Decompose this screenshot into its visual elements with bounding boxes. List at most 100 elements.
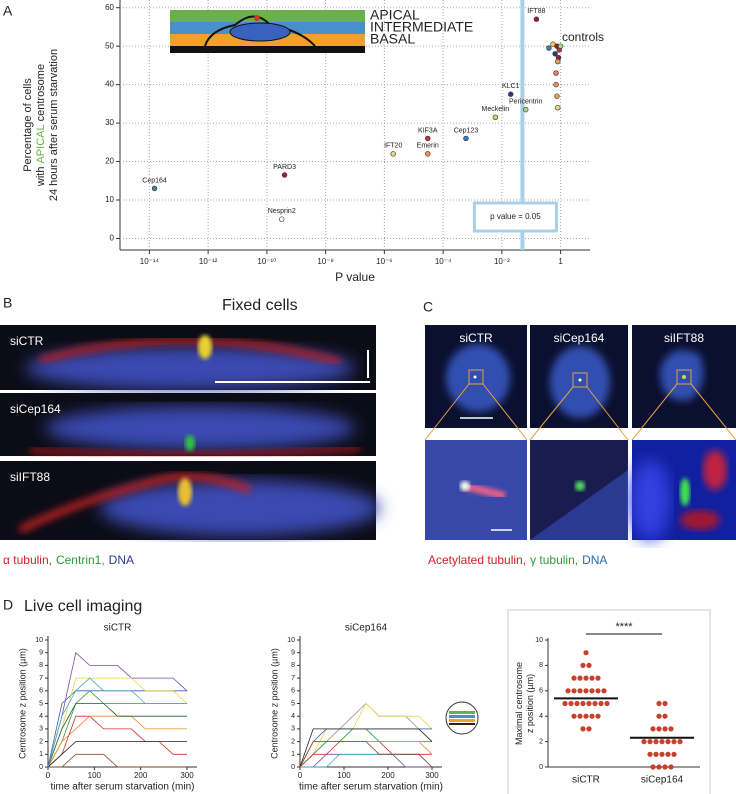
x-tick-label: 200 — [381, 771, 395, 780]
legend-text: Centrin1, — [56, 553, 105, 567]
y-tick-label: 4 — [39, 713, 43, 720]
dot — [647, 739, 653, 745]
legend-text: γ tubulin, — [530, 553, 578, 567]
centrosome — [254, 15, 260, 21]
dot — [601, 688, 607, 694]
y-tick-label: 5 — [291, 700, 295, 707]
point — [463, 135, 469, 142]
dot — [571, 688, 577, 694]
panel-title: Fixed cells — [222, 297, 298, 314]
dot — [595, 675, 601, 681]
controls-label: controls — [562, 30, 604, 44]
dot — [665, 751, 671, 757]
dot — [574, 700, 580, 707]
y-axis-label: Percentage of cellswith APICAL centrosome2… — [22, 49, 60, 201]
series-line — [47, 677, 188, 768]
y-tick-label: 2 — [39, 738, 43, 745]
dot — [580, 700, 586, 707]
dot — [653, 739, 659, 745]
legend-text: DNA — [582, 553, 607, 567]
point — [492, 114, 499, 121]
dot — [580, 726, 586, 732]
y-tick-label: 2 — [539, 738, 543, 745]
y-tick-label: 60 — [105, 3, 114, 12]
point-label: Meckelin — [482, 106, 510, 113]
zone-label: BASAL — [370, 31, 415, 47]
dot — [586, 726, 592, 732]
frame — [507, 609, 711, 794]
dot — [656, 713, 662, 719]
dot — [568, 700, 574, 707]
dot — [583, 650, 589, 656]
y-tick-label: 1 — [39, 751, 43, 758]
dot — [577, 675, 583, 681]
cilia-images — [424, 325, 736, 540]
zone-label: APICAL — [370, 7, 420, 23]
dot — [577, 688, 583, 694]
y-axis-label-line: Maximal centrosome — [514, 662, 524, 745]
dot — [659, 739, 665, 745]
point-label: Nesprin2 — [268, 208, 296, 215]
y-axis-label: Maximal centrosomez position (µm) — [514, 662, 535, 745]
series-line — [47, 703, 187, 768]
y-tick-label: 9 — [291, 650, 295, 657]
control-point — [553, 81, 559, 88]
chart-title: siCTR — [104, 623, 132, 634]
panel-title: Live cell imaging — [24, 598, 142, 615]
dot — [665, 739, 671, 745]
panel-label: B — [3, 295, 12, 311]
dot — [650, 726, 656, 732]
x-tick-label: 0 — [298, 771, 303, 780]
x-tick-label: 10⁻⁴ — [435, 257, 452, 266]
y-tick-label: 10 — [287, 637, 295, 644]
dot — [650, 764, 656, 770]
dot — [583, 713, 589, 719]
y-tick-label: 1 — [291, 751, 295, 758]
stain-legend: Acetylated tubulin, γ tubulin, DNA — [428, 553, 607, 567]
dot — [565, 688, 571, 694]
y-axis-label-line: with APICAL centrosome — [35, 64, 47, 187]
y-tick-label: 6 — [39, 688, 43, 695]
y-tick-label: 0 — [539, 764, 543, 771]
legend-text: α tubulin, — [3, 553, 52, 567]
y-tick-label: 10 — [535, 637, 543, 644]
dot — [604, 700, 610, 707]
series-line — [299, 702, 433, 768]
y-tick-label: 2 — [291, 738, 295, 745]
x-tick-label: 100 — [337, 771, 351, 780]
dot — [659, 751, 665, 757]
point-label: Pericentrin — [509, 98, 543, 105]
dot — [571, 713, 577, 719]
point-label: PARD3 — [273, 164, 296, 171]
significance-label: **** — [615, 621, 633, 633]
x-tick-label: 10⁻⁶ — [376, 257, 392, 266]
x-tick-label: 0 — [46, 771, 51, 780]
series-line — [47, 651, 188, 768]
x-tick-label: 300 — [425, 771, 439, 780]
x-tick-label: 10⁻⁸ — [317, 257, 334, 266]
cell-outline — [204, 15, 316, 47]
image-label: siIFT88 — [10, 470, 50, 484]
dot — [580, 662, 586, 669]
dot — [662, 726, 668, 732]
panel-label: C — [423, 299, 433, 315]
control-point — [553, 70, 559, 76]
control-point — [554, 93, 560, 99]
y-axis-label-line: 24 hours after serum starvation — [48, 49, 60, 201]
series-line — [47, 741, 187, 768]
dot — [671, 751, 677, 757]
x-tick-label: 100 — [88, 771, 102, 780]
cell-icon — [445, 701, 479, 735]
point — [533, 16, 540, 22]
y-tick-label: 6 — [291, 688, 295, 695]
image-label: siCep164 — [10, 402, 61, 416]
dot — [589, 688, 595, 694]
series-line — [48, 753, 187, 768]
image-label: siIFT88 — [664, 331, 704, 345]
panel-label: D — [3, 597, 13, 613]
dot — [586, 662, 592, 669]
y-tick-label: 9 — [39, 650, 43, 657]
control-point — [552, 51, 558, 57]
y-tick-label: 7 — [39, 675, 43, 682]
